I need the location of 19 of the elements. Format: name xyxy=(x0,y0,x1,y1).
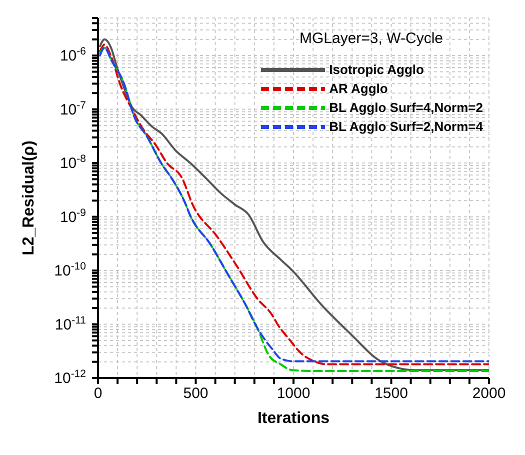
y-tick-label: 10$^{-6}$ xyxy=(60,46,86,65)
x-tick-label: 1500 xyxy=(374,385,408,402)
y-tick-label: 10$^{-12}$ xyxy=(54,368,86,387)
legend-label: Isotropic Agglo xyxy=(329,61,424,79)
legend-label: BL Agglo Surf=2,Norm=4 xyxy=(329,118,483,136)
y-tick-label: 10$^{-7}$ xyxy=(60,99,86,118)
legend-label: AR Agglo xyxy=(329,80,388,98)
x-tick-label: 1000 xyxy=(276,385,310,402)
x-tick-label: 500 xyxy=(183,385,208,402)
x-tick-label: 0 xyxy=(94,385,102,402)
legend-label: BL Agglo Surf=4,Norm=2 xyxy=(329,99,483,117)
y-tick-label: 10$^{-10}$ xyxy=(54,260,86,280)
y-axis-title: L2_Residual(ρ) xyxy=(20,140,38,256)
x-axis-title: Iterations xyxy=(257,410,330,427)
text: MGLayer=3, W-Cycle xyxy=(299,30,443,47)
y-tick-label: 10$^{-11}$ xyxy=(54,314,86,334)
y-tick-label: 10$^{-8}$ xyxy=(60,153,86,172)
y-tick-label: 10$^{-9}$ xyxy=(60,206,86,226)
x-tick-label: 2000 xyxy=(472,385,506,402)
